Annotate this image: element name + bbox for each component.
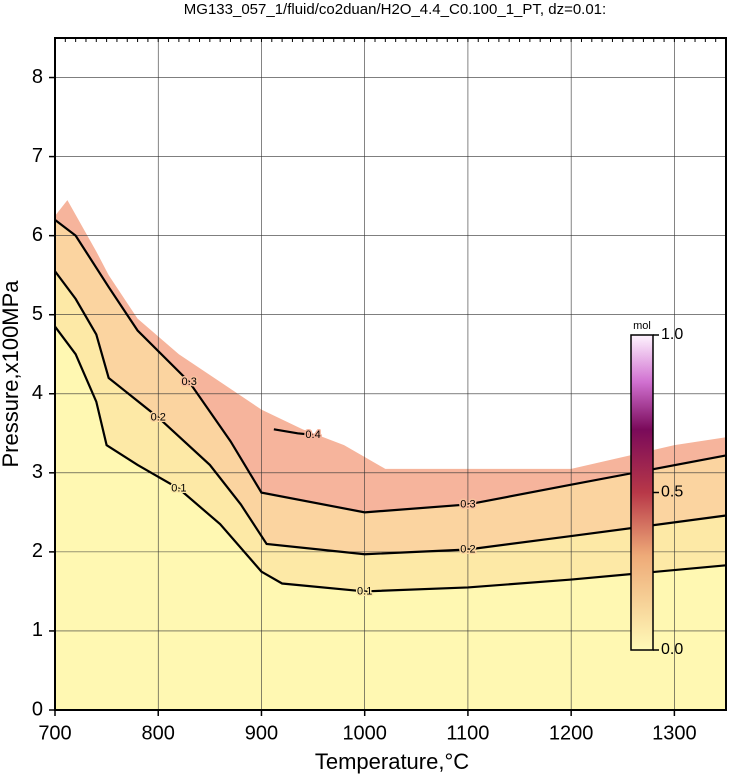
contour-line <box>54 218 727 514</box>
contour-label: 0.3 <box>182 376 197 388</box>
contour-label: 0.4 <box>305 429 320 441</box>
x-tick-label: 700 <box>38 722 71 744</box>
band-fill <box>55 326 726 710</box>
y-tick-label: 5 <box>32 303 43 325</box>
colorbar-label: mol <box>633 320 651 332</box>
contour-line <box>54 325 727 593</box>
chart-title: MG133_057_1/fluid/co2duan/H2O_4.4_C0.100… <box>184 1 606 18</box>
x-axis-label: Temperature,°C <box>315 749 469 774</box>
plot-frame <box>54 37 727 711</box>
x-tick-label: 1200 <box>549 722 594 744</box>
contour-label: 0.1 <box>171 483 186 495</box>
y-tick-label: 0 <box>32 698 43 720</box>
contour-label: 0.2 <box>460 543 475 555</box>
contour-line <box>54 270 727 556</box>
y-tick-label: 8 <box>32 66 43 88</box>
x-tick-label: 1000 <box>342 722 387 744</box>
colorbar-tick-label: 0.0 <box>661 641 683 658</box>
colorbar <box>630 334 654 651</box>
y-tick-label: 2 <box>32 540 43 562</box>
y-tick-label: 3 <box>32 461 43 483</box>
colorbar-tick-label: 1.0 <box>661 326 683 343</box>
colorbar-tick-label: 0.5 <box>661 484 683 501</box>
y-tick-label: 6 <box>32 224 43 246</box>
x-tick-label: 900 <box>245 722 278 744</box>
contour-label: 0.1 <box>357 585 372 597</box>
x-tick-label: 800 <box>142 722 175 744</box>
y-tick-label: 4 <box>32 382 43 404</box>
x-tick-label: 1100 <box>446 722 489 744</box>
y-tick-label: 7 <box>32 145 43 167</box>
y-axis-label: Pressure,x100MPa <box>0 280 23 468</box>
contour-label: 0.3 <box>460 498 475 510</box>
contour-label: 0.2 <box>151 411 166 423</box>
contour-line <box>273 428 314 436</box>
y-tick-label: 1 <box>32 619 43 641</box>
x-tick-label: 1300 <box>652 722 697 744</box>
